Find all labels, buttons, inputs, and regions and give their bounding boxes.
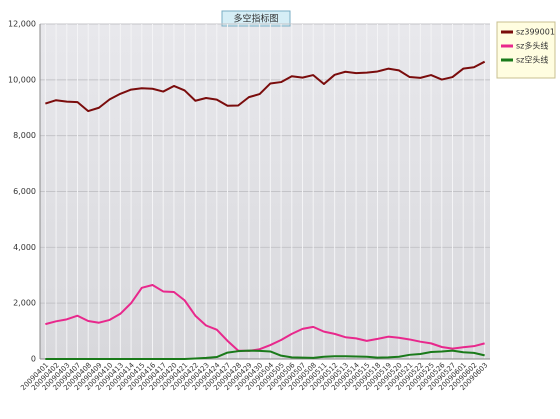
- series-line: [45, 349, 485, 360]
- series-line: [45, 284, 485, 352]
- legend-label: sz多头线: [516, 41, 548, 51]
- title-box: [221, 10, 291, 27]
- legend-label: sz399001: [516, 28, 555, 37]
- legend-label: sz空头线: [516, 55, 548, 65]
- y-tick-label: 0: [31, 355, 36, 364]
- series-line: [45, 60, 486, 113]
- y-tick-label: 6,000: [13, 187, 36, 196]
- y-tick-label: 10,000: [8, 75, 36, 84]
- y-tick-label: 8,000: [13, 131, 36, 140]
- y-tick-label: 4,000: [13, 243, 36, 252]
- chart-title: 多空指标图: [233, 13, 278, 25]
- y-tick-label: 12,000: [8, 20, 36, 29]
- y-tick-label: 2,000: [13, 299, 36, 308]
